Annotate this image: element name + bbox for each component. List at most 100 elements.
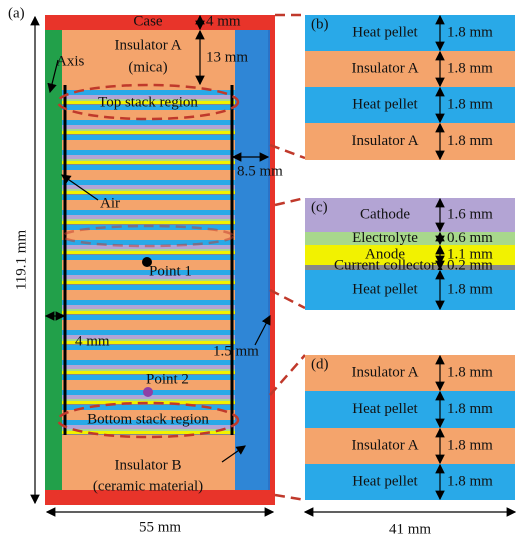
stack-layer [62,410,235,415]
stack-layer [62,155,235,159]
stack-layer [62,285,235,290]
layer-name: Cathode [360,206,410,222]
stack-layer [62,161,235,164]
stack-layer [62,314,235,315]
layer [305,123,515,160]
stack-layer [62,129,235,131]
panel-label: (d) [311,356,329,372]
layer [305,51,515,87]
stack-layer [62,279,235,281]
stack-layer [62,180,235,185]
stack-layer [62,281,235,284]
stack-layer [62,185,235,189]
layer-name: Current collector [334,257,436,273]
stack-layer [62,405,235,410]
stack-layer [62,159,235,161]
layer-thickness: 1.8 mm [447,401,493,417]
label: Top stack region [98,94,198,110]
stack-layer [62,365,235,369]
layer-name: Heat pellet [352,281,418,297]
dimension-label: 13 mm [206,49,248,65]
region-outline [56,401,240,439]
stack-layer [62,215,235,219]
dimension-label: 119.1 mm [13,230,29,291]
stack-layer [62,194,235,195]
label: Bottom stack region [87,411,209,427]
label: (mica) [128,59,167,75]
layer-thickness: 1.8 mm [447,364,493,380]
dimension-label: 8.5 mm [237,163,283,179]
layer-thickness: 1.8 mm [447,437,493,453]
stack-layer [62,90,235,95]
stack-layer [62,355,235,360]
layer-thickness: 1.8 mm [447,281,493,297]
stack-layer [62,145,235,150]
stack-layer [62,135,235,140]
stack-layer [62,339,235,341]
layer-name: Heat pellet [352,24,418,40]
layer-thickness: 1.1 mm [447,246,493,262]
stack-layer [62,395,235,399]
layer [305,232,515,245]
stack-layer [62,200,235,205]
insulator-bottom [62,435,235,490]
layer-name: Electrolyte [352,230,418,246]
layer-name: Insulator A [351,133,418,149]
stack-layer [62,134,235,135]
stack-layer [62,104,235,105]
stack-layer [62,330,235,335]
stack-layer [62,415,235,420]
stack-layer [62,374,235,375]
layer-thickness: 1.8 mm [447,133,493,149]
label: Case [133,13,163,29]
stack-layer [62,305,235,309]
stack-layer [62,295,235,300]
stack-layer [62,270,235,275]
label: Insulator B [114,457,181,473]
point-marker [142,257,152,267]
dimension-label: 1.5 mm [213,343,259,359]
layer-thickness: 1.8 mm [447,24,493,40]
stack-layer [62,341,235,344]
dimension-label: 4 mm [206,13,241,29]
stack-layer [62,350,235,355]
point-marker [143,387,153,397]
stack-layer [62,189,235,191]
stack-layer [62,335,235,339]
stack-layer [62,311,235,314]
layer-thickness: 1.8 mm [447,96,493,112]
stack-layer [62,230,235,235]
stack-layer [62,254,235,255]
stack-layer [62,429,235,431]
layer-name: Insulator A [351,364,418,380]
layer-name: Anode [365,246,405,262]
label: Point 2 [146,371,189,387]
layer-name: Heat pellet [352,473,418,489]
stack-layer [62,221,235,224]
layer [305,15,515,51]
stack-layer [62,309,235,311]
stack-layer [62,85,235,90]
stack-layer [62,235,235,240]
stack-layer [62,431,235,434]
stack-layer [62,345,235,350]
stack-layer [62,240,235,245]
stack-layer [62,115,235,120]
stack-layer [62,380,235,385]
leader [269,13,306,502]
stack-layer [62,404,235,405]
stack-layer [62,300,235,305]
stack-layer [62,371,235,374]
layer [305,87,515,123]
insulator-top [62,30,235,85]
stack-layer [62,265,235,270]
stack-layer [62,120,235,125]
stack-layer [62,205,235,210]
layer-name: Heat pellet [352,401,418,417]
region-outline [61,224,235,248]
stack-layer [62,140,235,145]
stack-layer [62,99,235,101]
layer [305,355,515,391]
label: Air [100,195,120,211]
